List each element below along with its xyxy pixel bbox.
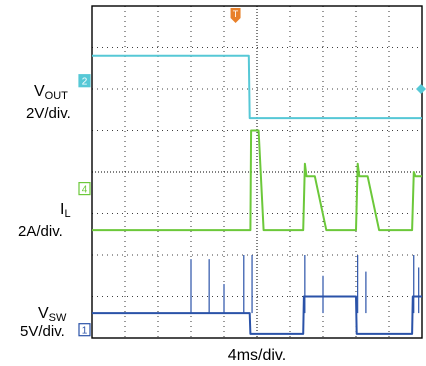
x-axis-label: 4ms/div. (228, 347, 286, 364)
vout-label-sub: OUT (45, 90, 69, 102)
channel-marker-box (78, 74, 91, 88)
traces (92, 54, 422, 335)
channel-marker-1: 1 (78, 323, 91, 337)
il-scale: 2A/div. (18, 223, 63, 240)
channel-marker-number: 1 (82, 326, 88, 337)
trigger-marker-letter: T (233, 9, 239, 19)
trace-v-out (92, 54, 422, 120)
markers: 2 4 1 T (78, 8, 426, 337)
trace-i-l (92, 129, 422, 232)
channel-marker-number: 2 (82, 77, 88, 88)
channel-marker-2: 2 (78, 74, 91, 88)
vsw-label: VSW (38, 305, 67, 324)
trigger-level-marker (416, 84, 426, 94)
vsw-scale: 5V/div. (20, 323, 65, 340)
vsw-label-main: V (38, 305, 49, 322)
il-label-main: I (60, 201, 64, 218)
vout-scale: 2V/div. (26, 105, 71, 122)
channel-marker-number: 4 (82, 185, 88, 196)
vsw-label-sub: SW (49, 312, 67, 324)
il-label-sub: L (64, 208, 70, 220)
trace-v-sw (92, 295, 422, 335)
vout-label-main: V (34, 83, 45, 100)
grid (92, 6, 422, 338)
vout-label: VOUT (34, 83, 68, 102)
trigger-marker-shape (230, 8, 241, 23)
trigger-marker: T (230, 8, 241, 23)
il-label: IL (60, 201, 71, 220)
channel-marker-4: 4 (78, 182, 91, 196)
channel-marker-box (78, 182, 91, 196)
channel-marker-box (78, 323, 91, 337)
